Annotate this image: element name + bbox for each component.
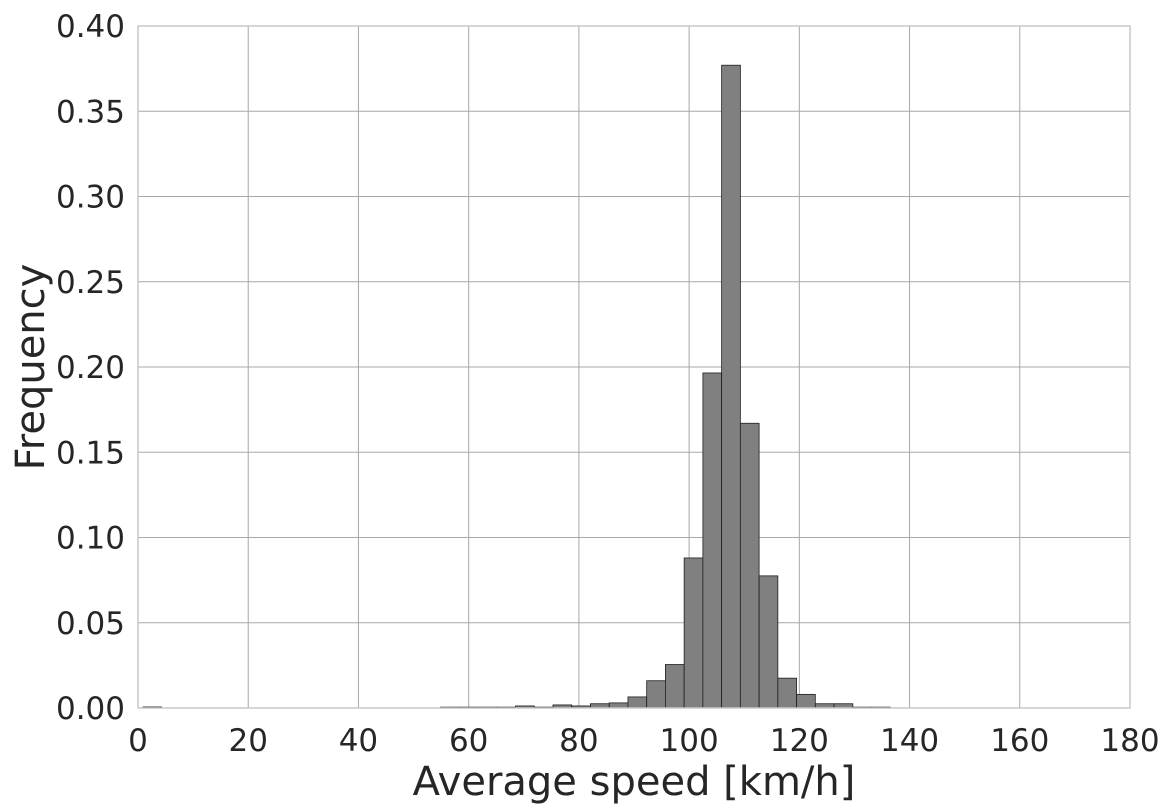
histogram-bar (665, 664, 685, 709)
x-tick-label: 80 (559, 723, 598, 759)
histogram-bar (683, 557, 704, 709)
y-tick-label: 0.20 (56, 350, 125, 386)
x-tick-label: 160 (990, 723, 1049, 759)
y-tick-label: 0.10 (56, 521, 125, 557)
y-tick-label: 0.05 (56, 606, 125, 642)
histogram-bar (721, 64, 741, 709)
y-tick-label: 0.30 (56, 180, 125, 216)
x-axis-label: Average speed [km/h] (413, 759, 856, 805)
y-tick-label: 0.25 (56, 265, 125, 301)
histogram-bar (758, 575, 779, 709)
histogram-bar (608, 702, 629, 709)
x-tick-label: 20 (228, 723, 267, 759)
histogram-bar (646, 680, 666, 709)
histogram-bars (142, 64, 891, 709)
y-axis-label: Frequency (8, 264, 54, 471)
y-tick-label: 0.35 (56, 94, 125, 130)
x-tick-label: 40 (339, 723, 378, 759)
y-tick-label: 0.40 (56, 9, 125, 45)
x-tick-label: 180 (1100, 723, 1159, 759)
y-tick-label: 0.00 (56, 691, 125, 727)
x-tick-label: 120 (770, 723, 829, 759)
y-tick-labels: 0.00 0.05 0.10 0.15 0.20 0.25 0.30 0.35 0.40 (56, 9, 125, 727)
grid-lines (137, 25, 1131, 709)
x-tick-label: 100 (660, 723, 719, 759)
histogram-bar (777, 677, 797, 709)
histogram-bar (702, 372, 723, 709)
plot-frame (137, 25, 1131, 709)
x-tick-label: 140 (880, 723, 939, 759)
x-tick-label: 60 (449, 723, 488, 759)
histogram-bar (739, 422, 760, 709)
x-tick-labels: 0 20 40 60 80 100 120 140 160 180 (128, 723, 1159, 759)
histogram-bar (627, 696, 648, 709)
x-tick-label: 0 (128, 723, 148, 759)
y-tick-label: 0.15 (56, 435, 125, 471)
histogram-bar (796, 693, 816, 709)
